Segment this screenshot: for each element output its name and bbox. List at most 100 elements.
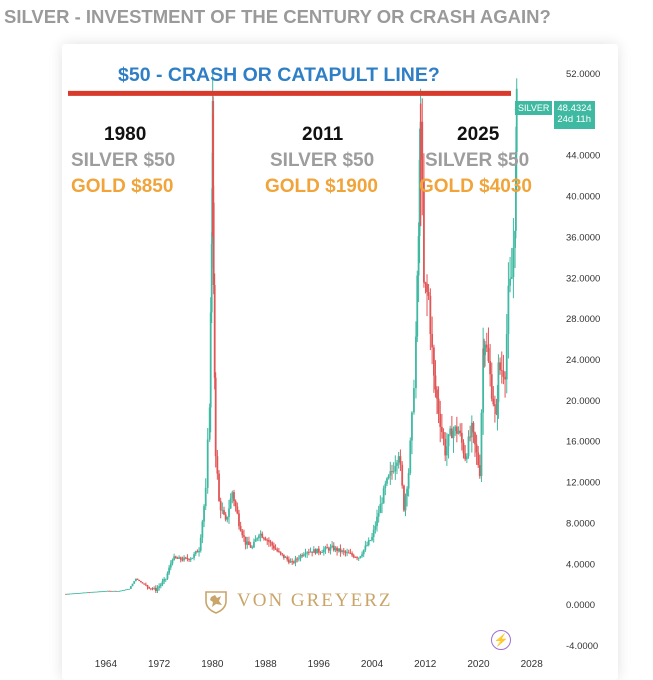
price-candle bbox=[362, 549, 365, 555]
price-candle bbox=[472, 422, 475, 433]
price-candle bbox=[131, 583, 134, 587]
price-candle bbox=[151, 588, 154, 590]
price-candle bbox=[444, 438, 447, 456]
price-candle bbox=[487, 347, 490, 362]
price-candle bbox=[376, 516, 378, 527]
price-candle bbox=[199, 537, 202, 551]
price-candle bbox=[198, 550, 200, 553]
price-candle bbox=[178, 557, 180, 559]
price-candle bbox=[158, 586, 161, 588]
price-candle bbox=[454, 426, 457, 431]
price-candle bbox=[470, 422, 473, 438]
price-candle bbox=[119, 590, 122, 592]
price-candle bbox=[116, 590, 119, 592]
price-candle bbox=[138, 579, 141, 581]
x-tick-label: 1972 bbox=[148, 659, 171, 670]
price-candle bbox=[213, 284, 216, 378]
price-candle bbox=[139, 580, 142, 583]
price-candle bbox=[404, 496, 407, 511]
price-candle bbox=[75, 593, 77, 594]
price-candle bbox=[324, 547, 327, 550]
annotation-2011-gold: GOLD $1900 bbox=[265, 176, 378, 197]
price-candle bbox=[66, 593, 69, 595]
price-candle bbox=[81, 592, 84, 594]
price-candle bbox=[70, 593, 72, 595]
price-candle bbox=[512, 247, 515, 278]
price-candle bbox=[467, 436, 470, 457]
price-candle bbox=[499, 362, 501, 371]
price-candle bbox=[469, 436, 472, 438]
price-candle bbox=[272, 545, 275, 549]
price-candle bbox=[480, 412, 483, 477]
price-candle bbox=[312, 549, 315, 553]
x-tick-label: 1988 bbox=[254, 659, 277, 670]
price-candle bbox=[201, 521, 204, 538]
price-candle bbox=[86, 592, 89, 594]
price-candle bbox=[302, 554, 305, 556]
annotation-2025-gold: GOLD $4030 bbox=[419, 176, 532, 197]
price-candle bbox=[369, 540, 372, 542]
price-candle bbox=[483, 348, 486, 356]
y-tick-label: 44.0000 bbox=[566, 151, 600, 162]
price-candle bbox=[233, 492, 235, 502]
price-candle bbox=[294, 558, 297, 563]
price-candle bbox=[514, 151, 517, 231]
price-candle bbox=[281, 553, 284, 555]
price-candle bbox=[449, 428, 452, 435]
price-candle bbox=[361, 554, 363, 557]
price-candle bbox=[357, 557, 360, 559]
price-candle bbox=[239, 526, 242, 531]
price-candle bbox=[238, 513, 240, 527]
chart-panel bbox=[62, 44, 618, 680]
price-candle bbox=[282, 554, 285, 558]
annotation-1980-silver: SILVER $50 bbox=[71, 150, 176, 171]
price-candle bbox=[121, 590, 124, 591]
price-candle bbox=[301, 555, 304, 557]
price-candle bbox=[314, 549, 317, 554]
price-candle bbox=[231, 492, 234, 499]
price-candle bbox=[482, 348, 485, 413]
price-candle bbox=[411, 412, 413, 441]
price-candle bbox=[83, 592, 86, 594]
price-candle bbox=[492, 398, 495, 405]
price-candle bbox=[434, 375, 437, 390]
price-candle bbox=[106, 590, 109, 592]
price-candle bbox=[128, 588, 131, 590]
x-tick-label: 2020 bbox=[467, 659, 490, 670]
price-candle bbox=[143, 583, 146, 585]
price-candle bbox=[431, 333, 434, 348]
price-candle bbox=[229, 498, 232, 509]
price-tag-value-box: 48.4324 24d 11h bbox=[554, 101, 595, 129]
price-candle bbox=[188, 559, 190, 560]
price-candle bbox=[149, 588, 152, 590]
price-candle bbox=[417, 236, 420, 276]
price-candle bbox=[354, 557, 357, 558]
price-candle bbox=[148, 586, 151, 589]
price-candle bbox=[386, 478, 388, 484]
price-candle bbox=[228, 508, 230, 517]
annotation-2025-silver: SILVER $50 bbox=[425, 150, 530, 171]
price-candle bbox=[413, 388, 415, 413]
price-candle bbox=[259, 533, 262, 536]
price-candle bbox=[226, 516, 229, 520]
price-candle bbox=[96, 591, 99, 593]
price-candle bbox=[391, 471, 393, 472]
price-candle bbox=[146, 585, 149, 587]
price-candle bbox=[98, 591, 101, 593]
price-candle bbox=[465, 456, 468, 460]
price-candle bbox=[342, 550, 345, 552]
last-price-tag: SILVER 48.4324 24d 11h bbox=[515, 101, 595, 129]
price-candle bbox=[208, 407, 211, 440]
price-candle bbox=[161, 581, 164, 585]
price-candle bbox=[179, 557, 182, 560]
price-candle bbox=[279, 551, 282, 554]
price-candle bbox=[331, 545, 334, 548]
price-candle bbox=[176, 557, 179, 559]
y-tick-label: 0.0000 bbox=[566, 600, 595, 611]
price-candle bbox=[367, 540, 370, 546]
price-candle bbox=[163, 578, 166, 582]
lightning-bolt-icon[interactable]: ⚡ bbox=[491, 630, 511, 650]
price-candle bbox=[344, 551, 347, 553]
price-candle bbox=[381, 503, 383, 505]
